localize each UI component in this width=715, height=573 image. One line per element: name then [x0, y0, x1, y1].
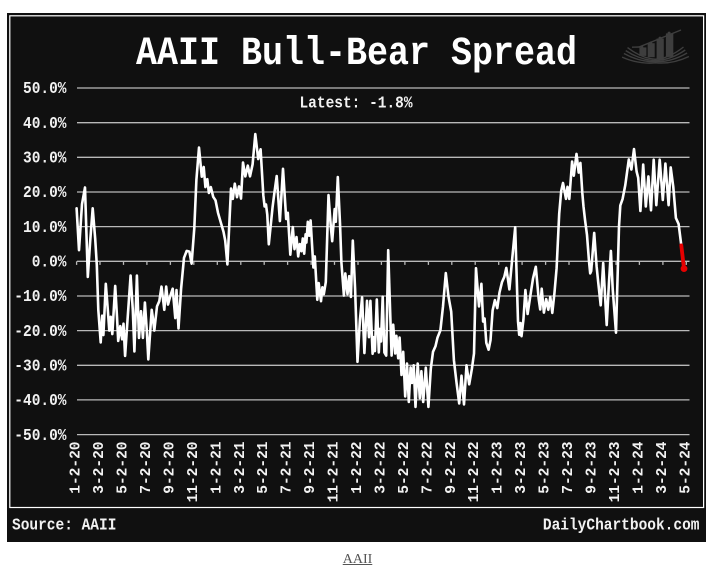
svg-text:1-2-20: 1-2-20 [69, 442, 85, 494]
svg-text:1-2-22: 1-2-22 [350, 442, 366, 494]
svg-text:9-2-20: 9-2-20 [162, 442, 178, 494]
svg-text:3-2-24: 3-2-24 [655, 441, 671, 494]
svg-text:11-2-20: 11-2-20 [186, 442, 202, 503]
svg-text:3-2-20: 3-2-20 [92, 442, 108, 494]
svg-text:7-2-22: 7-2-22 [420, 442, 436, 494]
svg-text:Latest: -1.8%: Latest: -1.8% [300, 94, 414, 113]
svg-text:-20.0%: -20.0% [14, 322, 67, 341]
svg-text:-40.0%: -40.0% [14, 391, 67, 410]
svg-text:11-2-22: 11-2-22 [467, 442, 483, 503]
svg-text:11-2-21: 11-2-21 [327, 441, 343, 502]
svg-text:20.0%: 20.0% [23, 183, 67, 202]
svg-text:3-2-21: 3-2-21 [233, 441, 249, 494]
svg-text:5-2-21: 5-2-21 [256, 441, 272, 494]
svg-text:9-2-21: 9-2-21 [303, 441, 319, 494]
svg-text:11-2-23: 11-2-23 [608, 442, 624, 503]
svg-text:-10.0%: -10.0% [14, 287, 67, 306]
svg-text:9-2-23: 9-2-23 [585, 442, 601, 494]
svg-text:7-2-21: 7-2-21 [280, 441, 296, 494]
svg-text:5-2-22: 5-2-22 [397, 442, 413, 494]
svg-text:10.0%: 10.0% [23, 218, 67, 237]
svg-text:AAII Bull-Bear Spread: AAII Bull-Bear Spread [136, 32, 577, 77]
svg-text:9-2-22: 9-2-22 [444, 442, 460, 494]
svg-text:3-2-22: 3-2-22 [373, 442, 389, 494]
svg-text:5-2-24: 5-2-24 [678, 441, 694, 494]
svg-text:7-2-23: 7-2-23 [561, 442, 577, 494]
svg-text:30.0%: 30.0% [23, 149, 67, 168]
svg-text:40.0%: 40.0% [23, 114, 67, 133]
svg-text:1-2-21: 1-2-21 [209, 441, 225, 494]
svg-text:3-2-23: 3-2-23 [514, 442, 530, 494]
svg-text:-30.0%: -30.0% [14, 357, 67, 376]
svg-text:7-2-20: 7-2-20 [139, 442, 155, 494]
svg-text:5-2-23: 5-2-23 [538, 442, 554, 494]
svg-text:0.0%: 0.0% [32, 253, 67, 272]
svg-text:50.0%: 50.0% [23, 79, 67, 98]
svg-text:5-2-20: 5-2-20 [116, 442, 132, 494]
svg-text:Source: AAII: Source: AAII [12, 516, 116, 535]
svg-text:-50.0%: -50.0% [14, 426, 67, 445]
svg-text:DailyChartbook.com: DailyChartbook.com [543, 516, 700, 535]
svg-text:1-2-24: 1-2-24 [631, 441, 647, 494]
svg-text:1-2-23: 1-2-23 [491, 442, 507, 494]
